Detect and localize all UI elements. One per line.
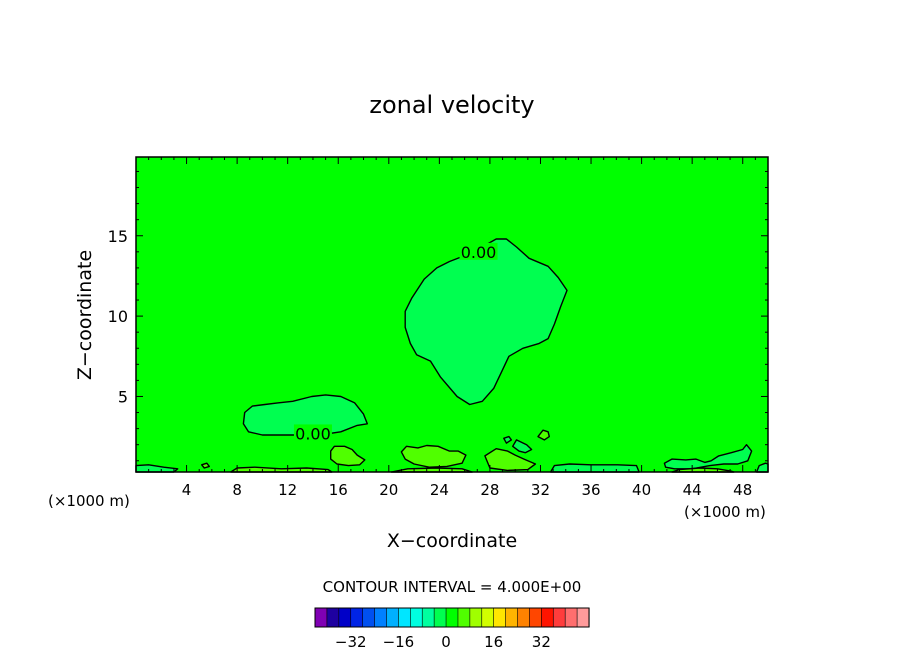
colorbar-swatch [374,607,388,628]
colorbar-swatch [505,607,519,628]
contour-interval-note: CONTOUR INTERVAL = 4.000E+00 [323,578,582,596]
colorbar-swatch [469,607,483,628]
contour-region [537,429,550,441]
colorbar-swatch [326,607,340,628]
x-tick-label: 48 [733,481,752,499]
colorbar-swatch [445,607,459,628]
contour-label-bg [459,242,498,260]
colorbar: −32 −16 0 16 32 [314,607,590,651]
colorbar-swatch [493,607,507,628]
y-axis-label: Z−coordinate [74,250,96,380]
x-tick-label: 8 [232,481,242,499]
colorbar-swatch [314,607,328,628]
contour-region [330,445,366,467]
y-tick-label: 15 [108,227,128,246]
contour-label-bg [293,424,332,442]
x-axis-unit-left: (×1000 m) [48,492,130,510]
x-tick-label: 20 [379,481,398,499]
x-tick-label: 4 [182,481,192,499]
colorbar-swatch [552,607,566,628]
colorbar-swatch [541,607,554,628]
contour-label: 0.00 [295,424,331,443]
y-tick-label: 5 [118,387,128,406]
colorbar-swatch [481,607,495,628]
x-tick-label: 16 [329,481,348,499]
contour-label: 0.00 [461,243,497,262]
plot-area: 0.00 0.00 [135,156,769,473]
colorbar-tick-label: 0 [441,633,451,651]
contour-region [242,394,368,436]
colorbar-swatch [529,607,542,628]
contour-region [549,463,640,473]
colorbar-swatch [564,607,578,628]
colorbar-swatch [398,607,411,628]
x-axis-unit-right: (×1000 m) [684,503,766,521]
colorbar-tick-label: −32 [335,633,367,651]
colorbar-swatch [517,607,531,628]
colorbar-tick-label: −16 [383,633,415,651]
colorbar-tick-label: 16 [484,633,503,651]
chart-title: zonal velocity [369,91,534,119]
x-tick-label: 44 [683,481,702,499]
colorbar-swatch [362,607,376,628]
x-tick-label: 24 [430,481,449,499]
colorbar-swatch [576,607,590,628]
y-axis: 5 10 15 [108,170,768,462]
contour-region [201,462,210,469]
colorbar-swatch [350,607,364,628]
x-axis: 4 8 12 16 20 24 28 32 36 40 44 48 [135,157,769,499]
colorbar-swatch [409,607,423,628]
x-tick-label: 12 [278,481,297,499]
x-axis-label: X−coordinate [387,530,517,552]
colorbar-frame [314,607,590,628]
colorbar-swatch [421,607,435,628]
x-tick-label: 40 [632,481,651,499]
contour-region [503,435,513,444]
colorbar-swatch [433,607,447,628]
contour-region [512,439,533,454]
colorbar-tick-label: 32 [532,633,551,651]
colorbar-swatch [338,607,352,628]
contour-region [400,444,467,468]
colorbar-swatch [457,607,471,628]
colorbar-swatch [386,607,399,628]
contour-region [484,448,537,472]
y-tick-label: 10 [108,307,128,326]
x-tick-label: 28 [480,481,499,499]
x-tick-label: 36 [581,481,600,499]
x-tick-label: 32 [531,481,550,499]
